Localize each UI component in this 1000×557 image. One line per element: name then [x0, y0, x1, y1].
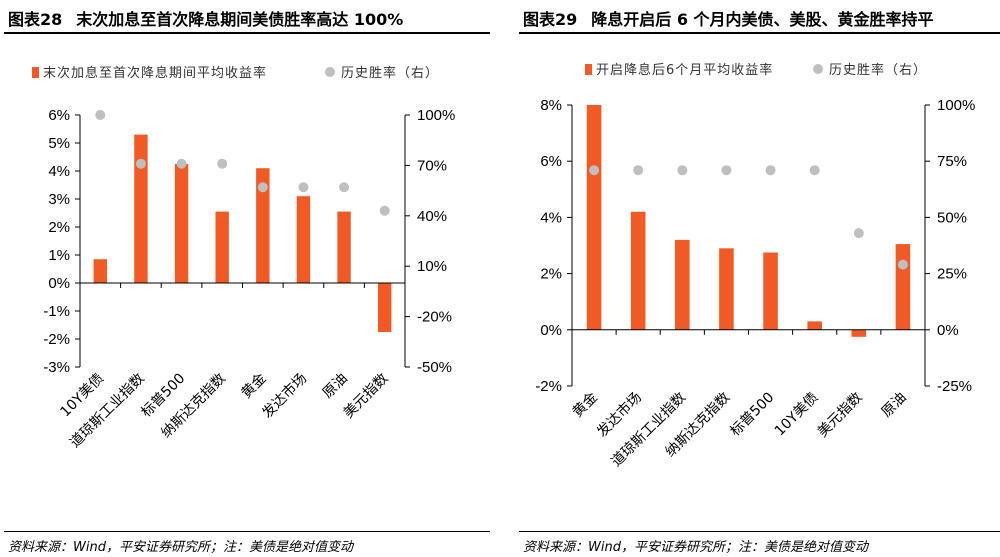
bar: [763, 252, 778, 330]
x-category-label: 10Y美债: [772, 390, 822, 440]
bar: [586, 105, 602, 330]
chart-panel-left: 图表28 末次加息至首次降息期间美债胜率高达 100% 末次加息至首次降息期间平均…: [0, 0, 490, 557]
y-left-tick-label: 2%: [540, 266, 562, 283]
chart-title: 图表29 降息开启后 6 个月内美债、美股、黄金胜率持平: [523, 6, 934, 30]
bar: [134, 134, 148, 283]
win-rate-point: [721, 165, 732, 176]
x-category-label: 美元指数: [341, 371, 392, 422]
y-right-tick-label: 75%: [937, 153, 967, 170]
y-right-tick-label: 70%: [417, 157, 447, 174]
win-rate-point: [135, 158, 146, 169]
x-category-label: 原油: [879, 390, 910, 421]
y-left-tick-label: -2%: [43, 331, 70, 348]
figure-number: 图表29: [523, 10, 578, 29]
win-rate-point: [95, 110, 106, 120]
win-rate-point: [217, 158, 228, 169]
y-right-tick-label: 100%: [937, 97, 975, 114]
x-category-label: 道琼斯工业指数: [67, 371, 148, 452]
y-right-tick-label: 25%: [937, 266, 967, 283]
legend: 开启降息后6个月平均收益率 历史胜率（右）: [585, 62, 927, 78]
y-right-tick-label: 50%: [937, 209, 967, 226]
figure-number: 图表28: [8, 10, 63, 29]
figure-title: 末次加息至首次降息期间美债胜率高达 100%: [76, 10, 404, 29]
bar: [895, 244, 911, 330]
chart-panel-right: 图表29 降息开启后 6 个月内美债、美股、黄金胜率持平 开启降息后6个月平均收益…: [515, 0, 1000, 557]
y-left-tick-label: 0%: [48, 275, 70, 292]
y-right-tick-label: -50%: [417, 359, 452, 376]
bar: [215, 211, 229, 283]
legend-bar-label: 末次加息至首次降息期间平均收益率: [43, 65, 267, 81]
win-rate-point: [257, 182, 268, 193]
legend-bar-label: 开启降息后6个月平均收益率: [596, 62, 773, 78]
y-right-tick-label: 40%: [417, 208, 447, 225]
win-rate-point: [176, 158, 187, 169]
win-rate-point: [379, 205, 390, 216]
y-left-tick-label: 8%: [540, 97, 562, 114]
legend: 末次加息至首次降息期间平均收益率 历史胜率（右）: [32, 65, 439, 81]
x-category-label: 发达市场: [259, 370, 311, 422]
bar: [337, 211, 351, 283]
title-rule: [4, 32, 490, 34]
bar: [377, 283, 392, 332]
win-rate-point: [298, 182, 309, 193]
bar: [174, 164, 189, 283]
y-left-tick-label: 6%: [540, 153, 562, 170]
y-left-tick-label: 4%: [48, 163, 70, 180]
title-rule: [519, 32, 1000, 34]
bar: [675, 239, 690, 330]
source-note: 资料来源：Wind，平安证券研究所；注：美债是绝对值变动: [523, 540, 868, 555]
source-note: 资料来源：Wind，平安证券研究所；注：美债是绝对值变动: [8, 540, 353, 555]
y-left-tick-label: 1%: [48, 247, 70, 264]
legend-dot-swatch: [813, 64, 823, 74]
bar: [807, 321, 822, 330]
x-category-label: 黄金: [238, 370, 270, 402]
bar: [719, 248, 734, 330]
chart-right: 开启降息后6个月平均收益率 历史胜率（右） -2% 0% 2% 4% 6% 8% -25% 0% 2…: [535, 62, 975, 470]
y-left-tick-label: 5%: [48, 135, 70, 152]
y-left-tick-label: -1%: [43, 303, 70, 320]
y-left-tick-label: 0%: [540, 322, 562, 339]
bar: [851, 329, 867, 337]
win-rate-point: [633, 165, 644, 176]
y-right-tick-label: -20%: [417, 309, 452, 326]
y-left-tick-label: 4%: [540, 209, 562, 226]
y-left-tick-label: 3%: [48, 191, 70, 208]
y-left-tick-label: 6%: [48, 107, 70, 124]
legend-bar-swatch: [32, 67, 39, 78]
y-left-tick-label: -2%: [535, 378, 562, 395]
source-rule: [519, 531, 1000, 532]
x-category-label: 标普500: [727, 390, 777, 440]
bar: [630, 211, 646, 330]
win-rate-point: [589, 165, 600, 176]
source-rule: [4, 531, 490, 532]
bar: [296, 196, 311, 283]
win-rate-point: [765, 165, 776, 176]
win-rate-point: [809, 165, 820, 176]
chart-title: 图表28 末次加息至首次降息期间美债胜率高达 100%: [8, 6, 403, 30]
bar: [256, 168, 270, 283]
legend-dot-label: 历史胜率（右）: [829, 62, 927, 78]
y-right-tick-label: 100%: [417, 107, 455, 124]
legend-dot-swatch: [325, 67, 335, 77]
win-rate-point: [853, 228, 864, 239]
y-right-tick-label: -25%: [937, 378, 972, 395]
legend-dot-label: 历史胜率（右）: [341, 65, 439, 81]
bar: [93, 259, 108, 283]
x-category-label: 黄金: [569, 389, 601, 421]
win-rate-point: [897, 259, 908, 270]
figure-title: 降息开启后 6 个月内美债、美股、黄金胜率持平: [591, 10, 934, 29]
y-right-tick-label: 10%: [417, 258, 447, 275]
y-left-tick-label: 2%: [48, 219, 70, 236]
y-left-tick-label: -3%: [43, 359, 70, 376]
legend-bar-swatch: [585, 64, 592, 75]
y-right-tick-label: 0%: [937, 322, 959, 339]
x-category-label: 原油: [320, 371, 351, 402]
x-category-label: 美元指数: [815, 390, 866, 441]
chart-left: 末次加息至首次降息期间平均收益率 历史胜率（右） -3% -2% -1% 0% 1% 2% 3%…: [32, 65, 455, 452]
win-rate-point: [339, 182, 350, 193]
win-rate-point: [677, 165, 688, 176]
